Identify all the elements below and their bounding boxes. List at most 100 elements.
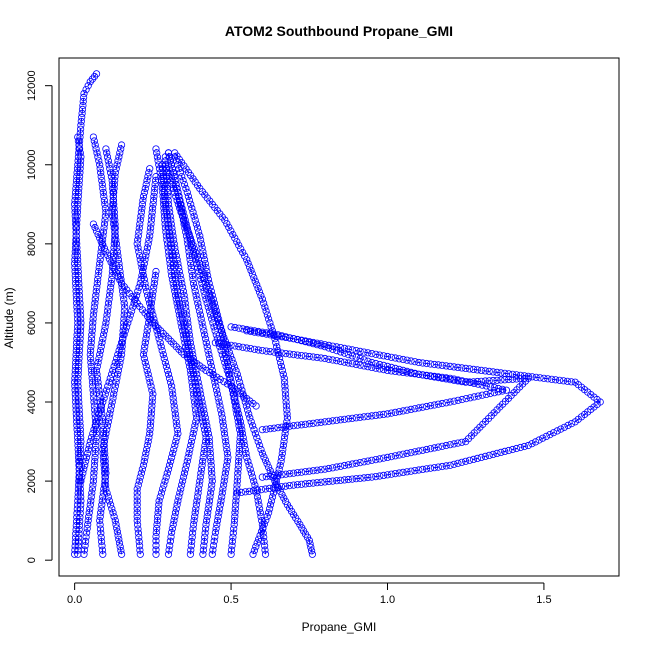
data-point: [177, 208, 185, 216]
data-point: [81, 542, 89, 550]
data-point: [278, 453, 286, 461]
data-point: [348, 414, 356, 422]
data-point: [166, 208, 174, 216]
data-point: [426, 372, 435, 380]
data-point: [193, 295, 201, 303]
data-point: [179, 473, 188, 481]
data-point: [97, 533, 105, 542]
data-point: [450, 460, 458, 468]
data-point: [329, 464, 337, 472]
data-point: [195, 303, 203, 311]
data-point: [469, 378, 478, 386]
data-point: [317, 478, 325, 486]
data-point: [348, 475, 356, 483]
data-point: [279, 445, 287, 454]
data-point: [87, 366, 96, 374]
data-point: [246, 465, 254, 473]
data-point: [532, 373, 540, 381]
data-point: [360, 413, 368, 421]
data-point: [539, 434, 547, 442]
data-point: [167, 220, 175, 228]
data-point: [99, 398, 107, 406]
data-point: [454, 377, 462, 385]
data-point: [477, 453, 485, 461]
data-point: [450, 376, 458, 384]
data-point: [317, 418, 325, 426]
data-point: [133, 485, 141, 493]
data-point: [149, 196, 158, 204]
data-point: [109, 394, 117, 402]
data-point: [208, 469, 216, 477]
data-point: [281, 386, 289, 394]
data-point: [218, 350, 226, 359]
data-point: [231, 234, 239, 242]
data-point: [187, 546, 195, 554]
data-point: [168, 382, 176, 390]
data-point: [308, 550, 316, 558]
data-point: [75, 453, 83, 461]
series-line: [164, 164, 313, 555]
data-point: [241, 441, 249, 450]
data-point: [194, 256, 202, 264]
data-point: [196, 386, 204, 394]
data-point: [114, 366, 123, 374]
data-point: [208, 550, 216, 558]
data-point: [97, 529, 105, 537]
data-point: [123, 323, 131, 331]
data-point: [247, 469, 255, 477]
data-point: [109, 216, 117, 224]
data-point: [207, 453, 215, 461]
data-point: [74, 192, 82, 200]
data-point: [383, 453, 392, 461]
data-point: [72, 402, 80, 410]
data-point: [179, 319, 187, 327]
data-point: [213, 315, 221, 323]
data-point: [86, 501, 94, 509]
data-point: [89, 311, 98, 319]
data-point: [240, 437, 248, 446]
data-point: [218, 414, 226, 422]
data-point: [100, 220, 109, 228]
data-point: [264, 315, 273, 323]
data-point: [243, 256, 251, 264]
data-point: [512, 375, 521, 383]
data-point: [505, 446, 513, 455]
data-point: [571, 418, 579, 426]
data-point: [77, 125, 85, 133]
data-point: [117, 145, 125, 153]
series-line: [136, 271, 157, 555]
data-point: [71, 271, 79, 280]
series-line: [168, 152, 266, 555]
data-point: [145, 295, 153, 303]
data-point: [446, 375, 454, 384]
data-point: [72, 279, 80, 287]
data-point: [169, 520, 177, 529]
data-point: [549, 429, 558, 437]
data-point: [254, 327, 262, 336]
data-point: [112, 236, 120, 244]
data-point: [395, 451, 403, 459]
data-point: [173, 196, 181, 204]
data-point: [164, 370, 173, 378]
data-point: [187, 343, 195, 351]
data-point: [261, 550, 270, 558]
data-point: [227, 546, 236, 554]
data-point: [415, 404, 423, 412]
data-point: [267, 497, 276, 505]
data-point: [134, 244, 142, 252]
data-point: [133, 509, 141, 517]
data-point: [162, 362, 170, 370]
data-point: [180, 216, 188, 224]
data-point: [192, 382, 200, 390]
data-point: [477, 377, 485, 385]
data-point: [242, 402, 250, 410]
data-point: [419, 359, 427, 367]
data-point: [481, 377, 489, 385]
data-point: [344, 461, 352, 469]
data-point: [236, 418, 245, 426]
data-point: [399, 468, 407, 476]
data-point: [202, 418, 210, 426]
data-point: [273, 483, 282, 491]
data-point: [100, 331, 108, 339]
data-point: [293, 421, 302, 429]
